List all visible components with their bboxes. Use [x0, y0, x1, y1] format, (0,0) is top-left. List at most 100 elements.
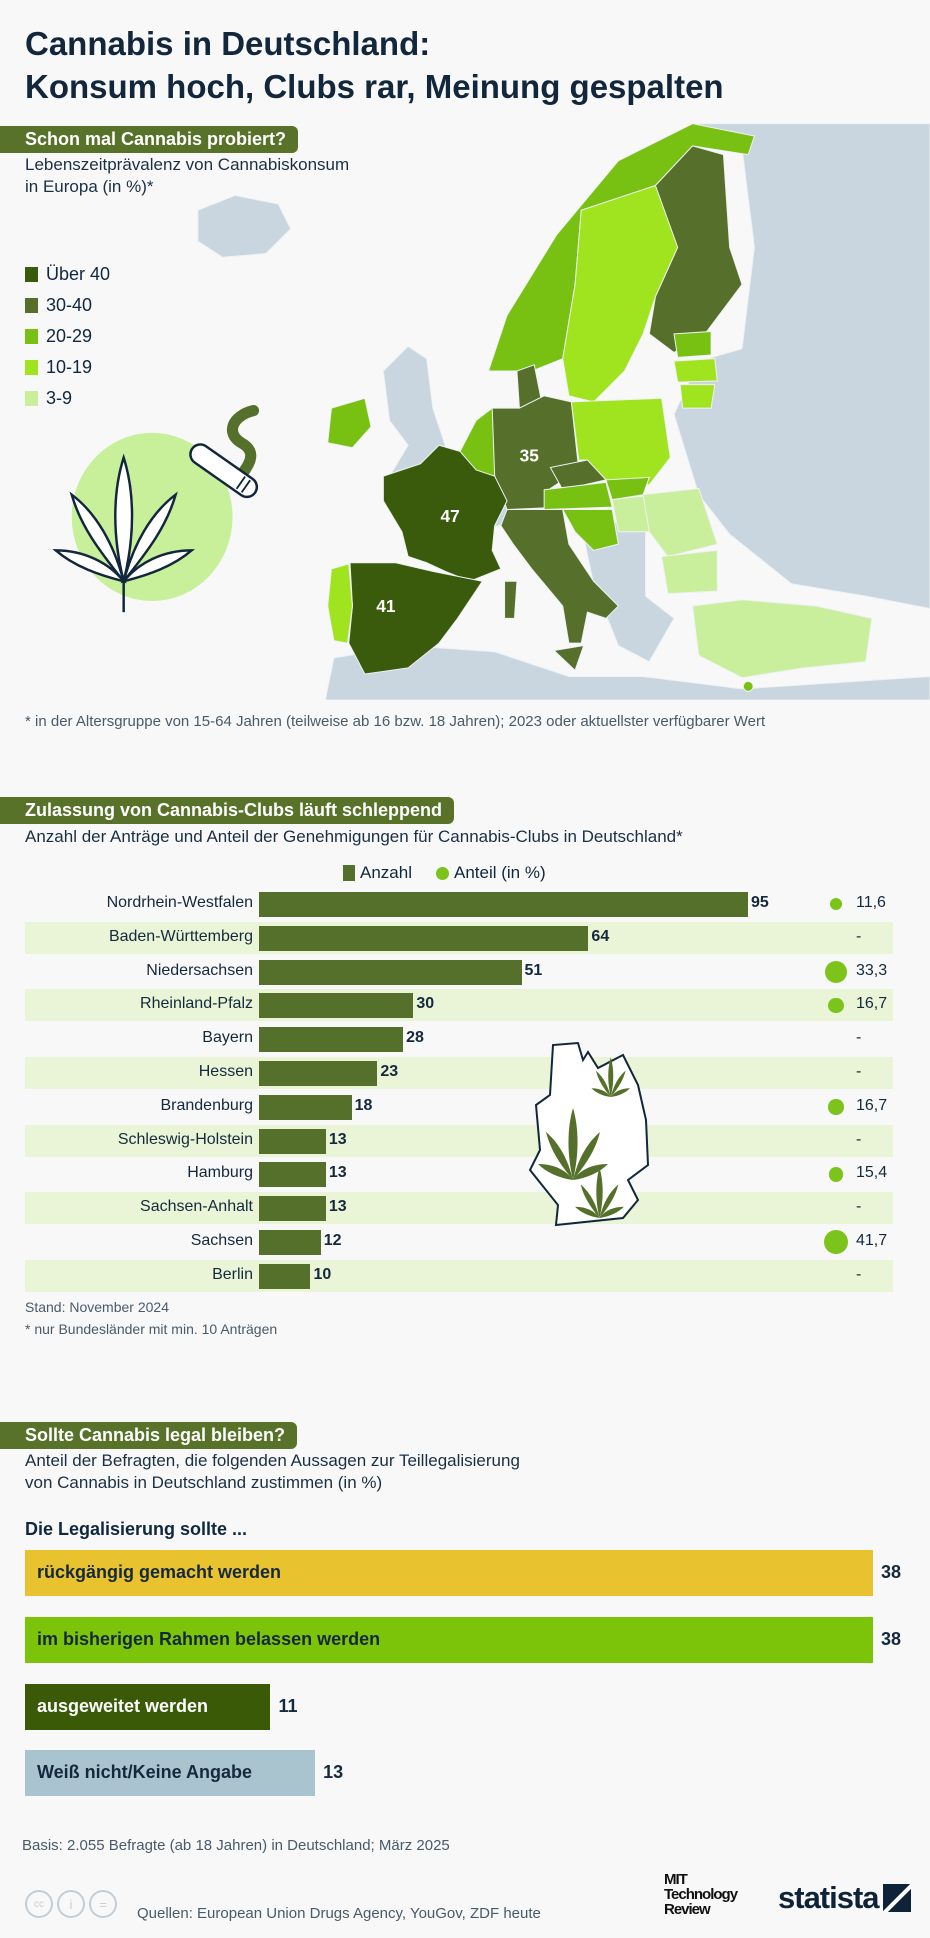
legend-swatch-dot — [435, 866, 449, 880]
anteil-value-label: - — [856, 1265, 862, 1283]
anteil-dot — [823, 1229, 849, 1255]
chart-row: Sachsen-Anhalt 13 - — [25, 1192, 893, 1225]
row-label: Baden-Württemberg — [108, 927, 253, 945]
survey-bar-label: Weiß nicht/Keine Angabe — [37, 1762, 253, 1783]
row-label: Schleswig-Holstein — [117, 1130, 253, 1148]
legend-swatch — [25, 267, 38, 282]
legend-anzahl: Anzahl — [343, 863, 412, 883]
legend-swatch-square — [343, 865, 355, 881]
anteil-dot — [828, 1166, 844, 1182]
sources: Quellen: European Union Drugs Agency, Yo… — [137, 1905, 541, 1922]
bar-anzahl — [259, 1027, 404, 1053]
survey-value-label: 38 — [881, 1562, 902, 1582]
row-label: Rheinland-Pfalz — [140, 995, 253, 1013]
survey-bar: ausgeweitet werden — [25, 1683, 271, 1730]
row-label: Sachsen-Anhalt — [140, 1198, 253, 1216]
survey-bar: rückgängig gemacht werden — [25, 1550, 873, 1596]
legend-anteil: Anteil (in %) — [435, 863, 546, 883]
map-label-france: 47 — [441, 506, 460, 526]
cc-license-icons[interactable]: cc i = — [25, 1890, 117, 1918]
bar-value-label: 12 — [323, 1232, 342, 1249]
title-line-1: Cannabis in Deutschland: — [25, 25, 431, 62]
statista-wordmark: statista — [778, 1880, 880, 1915]
bar-value-label: 18 — [354, 1096, 373, 1114]
map-subtitle-line-2: in Europa (in %)* — [25, 177, 154, 196]
chart-row: Berlin 10 - — [25, 1259, 893, 1292]
row-label: Berlin — [212, 1265, 253, 1283]
legend-swatch — [25, 360, 38, 375]
survey-bar: Weiß nicht/Keine Angabe — [25, 1750, 316, 1797]
survey-bar-label: rückgängig gemacht werden — [37, 1562, 282, 1582]
cannabis-leaf-icon — [591, 1057, 630, 1097]
anteil-dot — [829, 897, 843, 911]
bar-value-label: 95 — [751, 894, 769, 911]
survey-value-label: 13 — [323, 1762, 344, 1783]
bar-anzahl — [259, 993, 414, 1019]
map-sardinia — [504, 580, 518, 619]
map-cyprus — [742, 680, 754, 692]
bar-anzahl — [259, 1263, 311, 1289]
cannabis-leaf-icon — [575, 1167, 624, 1218]
anteil-value-label: 16,7 — [856, 1096, 888, 1114]
cannabis-leaf-icon — [52, 453, 196, 613]
map-subtitle-line-1: Lebenszeitprävalenz von Cannabiskonsum — [25, 155, 350, 174]
anteil-value-label: 15,4 — [856, 1164, 888, 1182]
map-iceland — [197, 194, 292, 258]
chart-row: Hamburg 13 15,4 — [25, 1158, 893, 1190]
map-ireland — [327, 397, 372, 449]
chart-row: Baden-Württemberg 64 - — [25, 921, 893, 954]
germany-outline-illustration — [528, 1041, 650, 1227]
bar-value-label: 13 — [328, 1130, 347, 1148]
map-label-germany: 35 — [520, 445, 540, 465]
chart-row: Hessen 23 - — [25, 1057, 893, 1089]
survey-bar: im bisherigen Rahmen belassen werden — [25, 1616, 873, 1663]
attribution-icon: i — [57, 1890, 85, 1918]
map-estonia — [673, 330, 712, 358]
survey-subtitle-line-1: Anteil der Befragten, die folgenden Auss… — [25, 1451, 520, 1470]
map-france — [382, 444, 508, 582]
chart-row: Schleswig-Holstein 13 - — [25, 1124, 893, 1157]
map-spain — [348, 562, 484, 675]
legend-item: 30-40 — [25, 295, 92, 316]
bar-value-label: 10 — [313, 1265, 332, 1283]
anteil-value-label: - — [856, 927, 862, 945]
clubs-subtitle: Anzahl der Anträge und Anteil der Genehm… — [25, 827, 683, 846]
bar-value-label: 64 — [591, 927, 610, 945]
anteil-value-label: - — [856, 1130, 862, 1148]
page-title: Cannabis in Deutschland: Konsum hoch, Cl… — [25, 22, 724, 108]
legend-label: Über 40 — [46, 264, 111, 284]
clubs-legend: Anzahl Anteil (in %) — [343, 863, 546, 883]
survey-value-label: 38 — [881, 1628, 902, 1649]
row-label: Bayern — [202, 1029, 253, 1047]
europe-map: 35 47 41 — [52, 123, 930, 700]
map-label-spain: 41 — [376, 596, 396, 616]
anteil-dot — [828, 997, 844, 1014]
bar-anzahl — [259, 1230, 321, 1255]
chart-row: Nordrhein-Westfalen 95 11,6 — [25, 888, 893, 920]
legend-swatch — [25, 329, 38, 344]
map-italy — [500, 509, 620, 644]
legend-swatch — [25, 298, 38, 313]
bar-value-label: 23 — [380, 1063, 399, 1080]
chart-row: Brandenburg 18 16,7 — [25, 1091, 893, 1123]
anteil-value-label: 11,6 — [856, 894, 886, 911]
map-portugal — [327, 563, 353, 644]
bar-anzahl — [259, 1061, 378, 1086]
legend-item: 3-9 — [25, 388, 72, 409]
statista-logo[interactable]: statista — [778, 1880, 911, 1916]
anteil-value-label: 33,3 — [856, 961, 888, 979]
section-heading-map: Schon mal Cannabis probiert? — [0, 126, 299, 153]
legend-anzahl-label: Anzahl — [360, 863, 412, 882]
anteil-dot — [828, 1099, 844, 1115]
legend-item: 10-19 — [25, 357, 92, 378]
survey-subtitle-line-2: von Cannabis in Deutschland zustimmen (i… — [25, 1473, 383, 1492]
map-romania — [642, 487, 718, 558]
survey-group-label: Die Legalisierung sollte ... — [25, 1519, 248, 1539]
survey-bar-label: ausgeweitet werden — [37, 1695, 209, 1716]
clubs-note-footnote: * nur Bundesländer mit min. 10 Anträgen — [25, 1321, 278, 1337]
map-turkey — [692, 599, 873, 679]
smoke-icon — [226, 405, 260, 486]
mit-technology-review-logo: MIT Technology Review — [664, 1871, 738, 1918]
legend-swatch — [25, 391, 38, 406]
legend-label: 3-9 — [46, 388, 73, 408]
